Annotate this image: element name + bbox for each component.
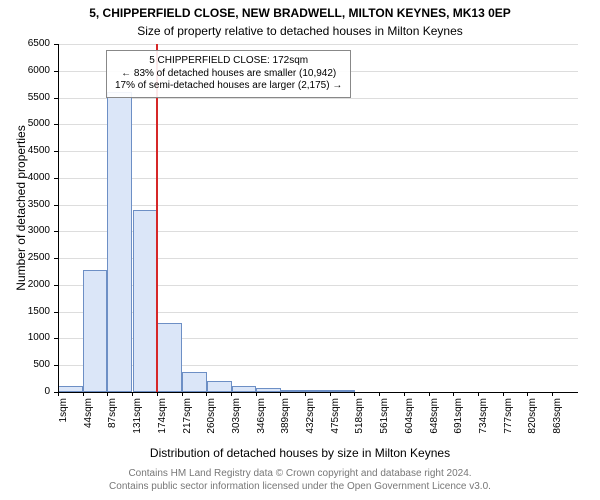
- x-tick-mark: [478, 392, 479, 396]
- x-tick-mark: [305, 392, 306, 396]
- x-tick-mark: [429, 392, 430, 396]
- x-tick-mark: [503, 392, 504, 396]
- gridline: [58, 178, 578, 179]
- y-axis-line: [58, 44, 59, 392]
- chart-title-main: 5, CHIPPERFIELD CLOSE, NEW BRADWELL, MIL…: [0, 6, 600, 20]
- x-tick-mark: [58, 392, 59, 396]
- footer-text: Contains HM Land Registry data © Crown c…: [0, 468, 600, 493]
- gridline: [58, 151, 578, 152]
- x-tick-label: 260sqm: [206, 398, 217, 448]
- y-tick-label: 2500: [0, 252, 50, 263]
- callout-line-3: 17% of semi-detached houses are larger (…: [115, 80, 342, 93]
- y-tick-label: 3000: [0, 225, 50, 236]
- x-tick-mark: [107, 392, 108, 396]
- histogram-bar: [182, 372, 207, 392]
- y-tick-label: 4000: [0, 172, 50, 183]
- y-tick-label: 5500: [0, 92, 50, 103]
- x-tick-mark: [379, 392, 380, 396]
- x-tick-label: 820sqm: [527, 398, 538, 448]
- y-tick-label: 3500: [0, 199, 50, 210]
- footer-line-1: Contains HM Land Registry data © Crown c…: [0, 468, 600, 481]
- x-tick-label: 734sqm: [478, 398, 489, 448]
- callout-line-2: ← 83% of detached houses are smaller (10…: [115, 68, 342, 81]
- x-tick-mark: [132, 392, 133, 396]
- y-tick-label: 1500: [0, 306, 50, 317]
- x-tick-label: 863sqm: [552, 398, 563, 448]
- x-tick-label: 475sqm: [330, 398, 341, 448]
- x-tick-label: 389sqm: [280, 398, 291, 448]
- x-tick-mark: [231, 392, 232, 396]
- x-tick-label: 87sqm: [107, 398, 118, 448]
- x-tick-label: 1sqm: [58, 398, 69, 448]
- x-tick-mark: [330, 392, 331, 396]
- chart-title-sub: Size of property relative to detached ho…: [0, 24, 600, 38]
- x-tick-label: 561sqm: [379, 398, 390, 448]
- y-tick-label: 5000: [0, 118, 50, 129]
- chart-container: 5, CHIPPERFIELD CLOSE, NEW BRADWELL, MIL…: [0, 0, 600, 500]
- x-tick-mark: [182, 392, 183, 396]
- x-tick-label: 131sqm: [132, 398, 143, 448]
- x-tick-label: 217sqm: [182, 398, 193, 448]
- x-tick-label: 44sqm: [83, 398, 94, 448]
- y-tick-label: 1000: [0, 332, 50, 343]
- y-tick-label: 2000: [0, 279, 50, 290]
- histogram-bar: [157, 323, 182, 392]
- y-tick-label: 0: [0, 386, 50, 397]
- x-axis-label: Distribution of detached houses by size …: [0, 446, 600, 460]
- x-tick-mark: [206, 392, 207, 396]
- callout-line-1: 5 CHIPPERFIELD CLOSE: 172sqm: [115, 55, 342, 68]
- x-axis-line: [58, 392, 578, 393]
- y-tick-label: 6500: [0, 38, 50, 49]
- y-tick-label: 4500: [0, 145, 50, 156]
- x-tick-mark: [527, 392, 528, 396]
- x-tick-label: 346sqm: [256, 398, 267, 448]
- footer-line-2: Contains public sector information licen…: [0, 481, 600, 494]
- x-tick-mark: [404, 392, 405, 396]
- x-tick-mark: [83, 392, 84, 396]
- callout-box: 5 CHIPPERFIELD CLOSE: 172sqm ← 83% of de…: [106, 50, 351, 98]
- x-tick-mark: [453, 392, 454, 396]
- gridline: [58, 44, 578, 45]
- histogram-bar: [107, 92, 132, 392]
- x-tick-mark: [157, 392, 158, 396]
- x-tick-label: 604sqm: [404, 398, 415, 448]
- gridline: [58, 124, 578, 125]
- x-tick-label: 303sqm: [231, 398, 242, 448]
- histogram-bar: [83, 270, 108, 392]
- x-tick-label: 648sqm: [429, 398, 440, 448]
- x-tick-label: 432sqm: [305, 398, 316, 448]
- x-tick-label: 174sqm: [157, 398, 168, 448]
- x-tick-label: 777sqm: [503, 398, 514, 448]
- gridline: [58, 98, 578, 99]
- x-tick-mark: [256, 392, 257, 396]
- x-tick-label: 518sqm: [354, 398, 365, 448]
- x-tick-mark: [280, 392, 281, 396]
- histogram-bar: [207, 381, 232, 392]
- gridline: [58, 205, 578, 206]
- x-tick-mark: [354, 392, 355, 396]
- y-tick-label: 500: [0, 359, 50, 370]
- y-tick-label: 6000: [0, 65, 50, 76]
- x-tick-mark: [552, 392, 553, 396]
- x-tick-label: 691sqm: [453, 398, 464, 448]
- histogram-bar: [133, 210, 158, 392]
